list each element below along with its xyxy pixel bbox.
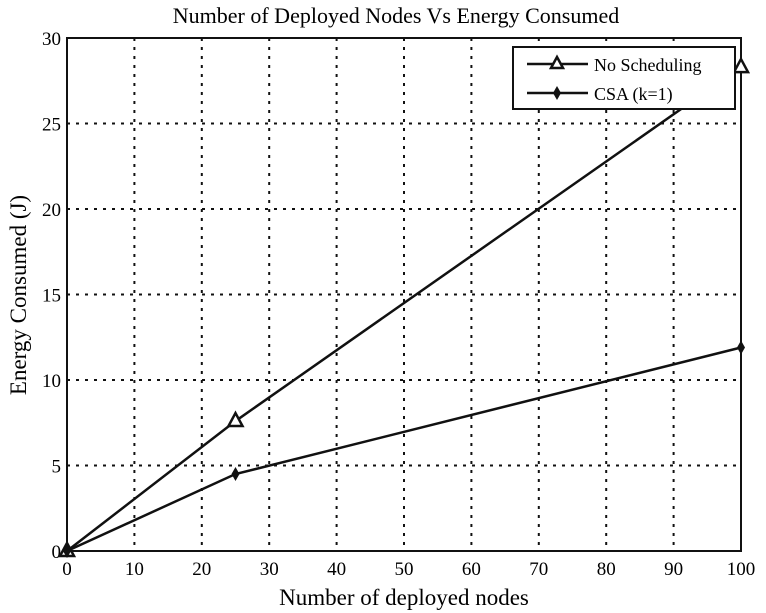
legend-label: CSA (k=1) <box>594 84 673 105</box>
legend-item-csa: CSA (k=1) <box>527 84 673 105</box>
series-line <box>66 346 742 553</box>
plot-area-frame <box>66 37 742 552</box>
y-tick-label: 15 <box>42 286 61 307</box>
x-tick-label: 70 <box>529 559 548 580</box>
x-tick-label: 50 <box>395 559 414 580</box>
chart-title: Number of Deployed Nodes Vs Energy Consu… <box>173 3 619 28</box>
y-tick-label: 10 <box>42 371 61 392</box>
triangle-marker-icon <box>731 56 751 74</box>
x-tick-label: 30 <box>260 559 279 580</box>
x-axis-ticks: 0 10 20 30 40 50 60 70 80 90 100 <box>62 559 755 580</box>
y-tick-label: 25 <box>42 115 61 136</box>
x-tick-label: 10 <box>125 559 144 580</box>
x-tick-label: 60 <box>462 559 481 580</box>
y-tick-label: 20 <box>42 200 61 221</box>
y-axis-label: Energy Consumed (J) <box>6 195 31 395</box>
x-tick-label: 20 <box>192 559 211 580</box>
y-tick-label: 30 <box>42 29 61 50</box>
data-series <box>57 56 751 558</box>
triangle-marker-icon <box>226 410 245 428</box>
y-tick-label: 5 <box>52 457 62 478</box>
legend-box <box>512 46 736 110</box>
x-tick-label: 40 <box>327 559 346 580</box>
y-tick-label: 0 <box>52 542 62 563</box>
triangle-marker-icon <box>548 54 566 70</box>
legend: No Scheduling CSA (k=1) <box>512 46 736 110</box>
diamond-marker-icon <box>553 86 561 100</box>
y-axis-ticks: 0 5 10 15 20 25 30 <box>42 29 61 563</box>
x-axis-label: Number of deployed nodes <box>279 585 529 610</box>
legend-item-no-scheduling: No Scheduling <box>527 54 702 75</box>
x-tick-label: 0 <box>62 559 72 580</box>
x-tick-label: 100 <box>727 559 756 580</box>
legend-label: No Scheduling <box>594 55 702 75</box>
x-tick-label: 80 <box>597 559 616 580</box>
diamond-marker-icon <box>231 467 240 482</box>
diamond-marker-icon <box>737 340 745 355</box>
diamond-marker-icon <box>63 544 71 558</box>
x-tick-label: 90 <box>664 559 683 580</box>
